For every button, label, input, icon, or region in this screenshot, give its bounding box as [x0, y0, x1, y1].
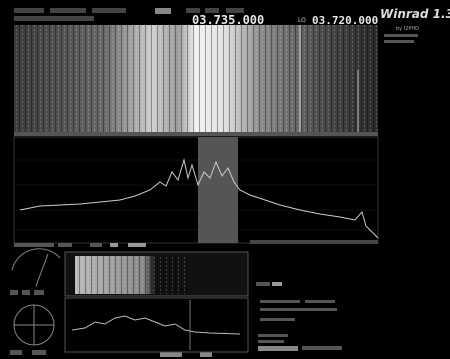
- tuned-frequency: 03.735.000: [192, 13, 264, 27]
- waterfall-texture: [14, 25, 378, 132]
- lo-label: LO: [298, 17, 306, 24]
- zoom-waterfall-texture: [75, 256, 190, 294]
- scale-bar: [14, 132, 378, 136]
- scale-bar: [250, 240, 378, 244]
- app-title: Winrad 1.31: [380, 7, 450, 21]
- passband[interactable]: [198, 137, 238, 243]
- info-panel: [256, 282, 342, 351]
- spectrum-panel: [14, 137, 378, 243]
- winrad-window: 03.735.000 LO 03.720.000 Winrad 1.31 by …: [0, 0, 450, 359]
- author: by I2PHD: [396, 26, 419, 32]
- s-meter: [12, 249, 60, 345]
- zoom-spectrum: [65, 298, 248, 352]
- credits: [384, 34, 418, 37]
- credits: [384, 40, 414, 43]
